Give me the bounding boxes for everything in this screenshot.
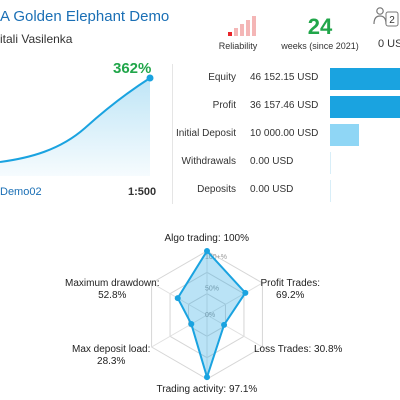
stat-label: Initial Deposit [175, 128, 236, 139]
radar-point [204, 374, 210, 381]
radar-point [174, 295, 181, 302]
stat-bar [330, 96, 400, 118]
reliability-bar [240, 24, 244, 36]
radar-spoke [151, 314, 208, 348]
signal-title[interactable]: A Golden Elephant Demo [0, 8, 170, 25]
stat-bar [330, 152, 331, 174]
radar-axis-value: 28.3% [97, 356, 126, 367]
growth-line [0, 77, 151, 163]
weeks-value: 24 [307, 14, 333, 39]
stats-divider [172, 64, 173, 204]
radar-axis-name: Trading activity: [156, 384, 227, 395]
stat-label: Deposits [197, 184, 236, 195]
reliability-bar [246, 20, 250, 36]
stat-bar [330, 124, 360, 146]
radar-axis-label-loss: Loss Trades: 30.8% [254, 344, 342, 356]
reliability-bar [228, 32, 232, 36]
radar-axis-label-algo: Algo trading: 100% [165, 233, 250, 245]
stat-bar [330, 68, 400, 90]
stat-value: 36 157.46 USD [250, 100, 319, 111]
radar-axis-name: Algo trading: [164, 233, 221, 244]
radar-point [188, 321, 195, 328]
stat-label: Equity [208, 72, 236, 83]
radar-axis-label-profit: Profit Trades: 69.2% [261, 278, 320, 302]
growth-area [0, 78, 150, 176]
radar-spoke [206, 282, 263, 316]
reliability-label: Reliability [218, 41, 258, 51]
radar-point [221, 321, 228, 328]
stat-label: Profit [212, 100, 236, 111]
growth-endpoint [146, 74, 154, 82]
stat-value: 10 000.00 USD [250, 128, 319, 139]
subscribers-icon: 2 [373, 7, 399, 27]
radar-axis-name: Profit Trades: [260, 278, 320, 289]
stat-value: 0.00 USD [250, 156, 294, 167]
growth-chart[interactable] [0, 58, 165, 176]
radar-axis-value: 100% [223, 233, 250, 244]
radar-axis-value: 30.8% [314, 344, 343, 355]
reliability-bar [252, 16, 256, 36]
reliability-bar [234, 28, 238, 36]
leverage-value: 1:500 [128, 186, 157, 198]
radar-ring-label: 100+% [205, 254, 227, 261]
radar-axis-value: 69.2% [276, 290, 305, 301]
radar-chart: 100+% 50% 0% [151, 248, 263, 381]
radar-axis-value: 97.1% [228, 384, 258, 395]
radar-axis-label-drawdown: Maximum drawdown: 52.8% [65, 278, 159, 302]
subscribers-count: 2 [389, 15, 395, 26]
radar-spoke [206, 314, 263, 348]
growth-value: 362% [113, 60, 152, 77]
radar-axis-name: Max deposit load: [72, 344, 151, 355]
weeks-label: weeks (since 2021) [281, 41, 359, 51]
radar-axis-name: Maximum drawdown: [65, 278, 160, 289]
radar-point [242, 289, 249, 296]
radar-axis-label-activity: Trading activity: 97.1% [157, 384, 258, 396]
stat-bar [330, 180, 331, 202]
radar-ring-label: 50% [205, 285, 219, 292]
stat-value: 46 152.15 USD [250, 72, 319, 83]
account-server-link[interactable]: Demo02 [0, 186, 42, 198]
radar-point [204, 248, 210, 254]
radar-axis-label-load: Max deposit load: 28.3% [72, 344, 150, 368]
radar-ring-label: 0% [205, 312, 215, 319]
author-name[interactable]: itali Vasilenka [0, 32, 73, 46]
stat-label: Withdrawals [181, 156, 236, 167]
radar-axis-value: 52.8% [98, 290, 127, 301]
stat-value: 0.00 USD [250, 184, 294, 195]
radar-axis-name: Loss Trades: [254, 344, 312, 355]
subscribers-label: 0 US [378, 38, 400, 50]
